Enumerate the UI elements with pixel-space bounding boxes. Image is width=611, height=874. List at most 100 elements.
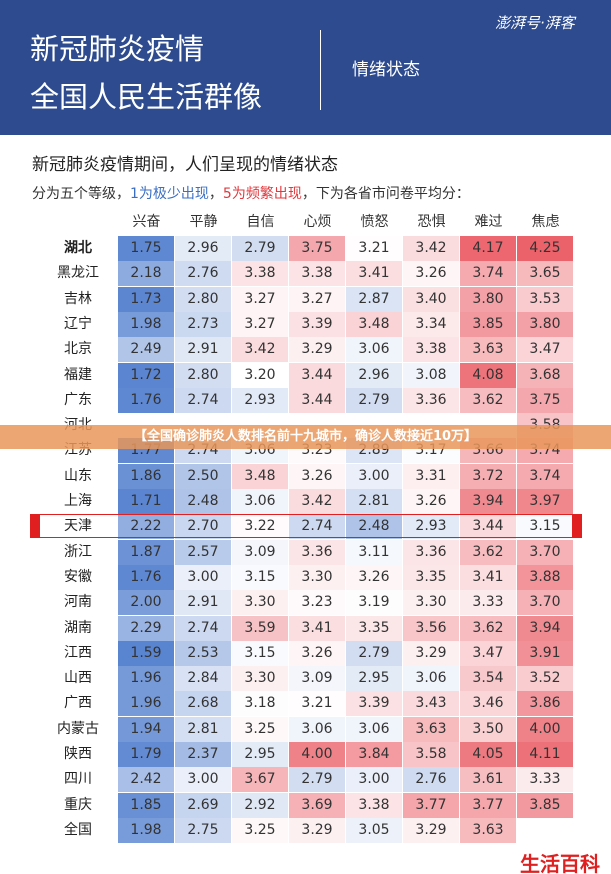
value-cell: 3.25 — [232, 817, 288, 843]
row-label: 重庆 — [64, 796, 92, 813]
value-cell: 3.77 — [403, 792, 459, 818]
value-cell: 3.35 — [403, 564, 459, 590]
value-cell: 2.81 — [346, 489, 402, 514]
value-cell: 2.42 — [118, 767, 174, 793]
value-cell: 3.67 — [232, 767, 288, 793]
value-cell — [517, 818, 573, 843]
row-label: 山西 — [64, 670, 92, 687]
value-cell: 3.30 — [289, 564, 345, 590]
value-cell: 3.21 — [358, 240, 390, 256]
value-cell: 2.00 — [118, 590, 174, 616]
value-cell: 3.70 — [517, 590, 573, 616]
value-cell: 3.74 — [460, 261, 516, 287]
row-label: 辽宁 — [64, 315, 92, 332]
value-cell: 3.36 — [289, 539, 345, 565]
value-cell: 1.76 — [118, 564, 174, 590]
value-cell: 3.15 — [232, 641, 288, 666]
value-cell: 3.80 — [517, 311, 573, 337]
value-cell: 2.95 — [346, 666, 402, 692]
value-cell: 1.86 — [118, 463, 174, 489]
value-cell: 1.71 — [118, 489, 174, 514]
column-header: 难过 — [474, 214, 503, 230]
row-label: 内蒙古 — [57, 720, 99, 737]
value-cell: 3.26 — [289, 640, 345, 666]
value-cell: 2.81 — [175, 716, 231, 742]
value-cell: 4.17 — [460, 236, 516, 261]
value-cell: 3.30 — [403, 590, 459, 616]
value-cell: 3.33 — [517, 767, 573, 793]
value-cell: 3.29 — [289, 817, 345, 843]
value-cell: 2.57 — [175, 539, 231, 565]
row-label: 广东 — [64, 391, 92, 408]
value-cell: 3.26 — [289, 463, 345, 489]
row-label: 河南 — [64, 594, 92, 611]
value-cell: 3.61 — [460, 767, 516, 793]
value-cell: 3.62 — [460, 387, 516, 413]
value-cell: 3.52 — [517, 666, 573, 692]
value-cell: 3.29 — [403, 817, 459, 843]
value-cell: 3.38 — [289, 261, 345, 287]
value-cell: 2.79 — [346, 387, 402, 413]
highlight-cap — [572, 514, 582, 539]
value-cell: 3.62 — [460, 615, 516, 641]
value-cell: 3.00 — [346, 463, 402, 489]
value-cell: 2.48 — [175, 489, 231, 514]
value-cell: 4.08 — [460, 362, 516, 388]
value-cell: 2.80 — [175, 286, 231, 312]
value-cell: 2.80 — [175, 362, 231, 388]
value-cell: 3.48 — [232, 463, 288, 489]
section: 情绪状态 — [352, 60, 420, 80]
value-cell: 3.41 — [289, 615, 345, 641]
value-cell: 3.06 — [346, 716, 402, 742]
column-header: 兴奋 — [132, 214, 161, 230]
row-label: 北京 — [64, 341, 92, 358]
value-cell: 3.21 — [301, 695, 333, 712]
value-cell: 3.47 — [460, 640, 516, 666]
value-cell: 2.50 — [175, 463, 231, 489]
value-cell: 1.85 — [118, 792, 174, 818]
text: 5为频繁出现 — [222, 186, 302, 202]
value-cell: 1.73 — [118, 286, 174, 312]
value-cell: 3.50 — [460, 716, 516, 742]
value-cell: 3.94 — [517, 615, 573, 641]
value-cell: 2.74 — [175, 387, 231, 413]
row-label: 全国 — [64, 821, 92, 838]
value-cell: 1.87 — [118, 539, 174, 565]
value-cell: 2.70 — [175, 514, 231, 540]
value-cell: 2.53 — [175, 640, 231, 666]
value-cell: 2.93 — [232, 387, 288, 413]
value-cell: 3.88 — [517, 564, 573, 590]
value-cell: 3.19 — [358, 594, 390, 611]
value-cell: 3.38 — [403, 337, 459, 363]
value-cell: 3.36 — [403, 387, 459, 413]
value-cell: 1.75 — [118, 236, 174, 261]
value-cell: 3.68 — [517, 362, 573, 388]
value-cell: 1.98 — [118, 817, 174, 843]
column-header: 自信 — [246, 214, 275, 230]
header: 新冠肺炎疫情 全国人民生活群像 情绪状态 澎湃号·湃客 — [0, 0, 611, 135]
value-cell: 3.39 — [346, 691, 402, 717]
row-label: 四川 — [64, 771, 92, 788]
value-cell: 2.96 — [175, 236, 231, 261]
value-cell: 2.18 — [118, 261, 174, 287]
value-cell: 3.15 — [232, 565, 288, 590]
banner: 【全国确诊肺炎人数排名前十九城市，确诊人数接近10万】 — [0, 425, 611, 449]
row-label: 黑龙江 — [57, 265, 99, 282]
value-cell: 2.84 — [175, 666, 231, 692]
value-cell: 3.91 — [517, 640, 573, 666]
value-cell: 2.93 — [403, 514, 459, 540]
value-cell: 3.33 — [460, 590, 516, 616]
value-cell: 3.42 — [232, 337, 288, 363]
title: 全国人民生活群像 — [30, 80, 263, 114]
value-cell: 3.27 — [232, 286, 288, 312]
value-cell: 1.79 — [118, 742, 174, 767]
value-cell: 3.48 — [346, 311, 402, 337]
value-cell: 2.74 — [289, 514, 345, 540]
value-cell: 3.80 — [460, 286, 516, 312]
row-label: 湖南 — [64, 619, 92, 636]
value-cell: 3.65 — [517, 261, 573, 287]
value-cell: 3.97 — [517, 489, 573, 514]
value-cell: 3.63 — [460, 817, 516, 843]
value-cell: 2.29 — [118, 615, 174, 641]
